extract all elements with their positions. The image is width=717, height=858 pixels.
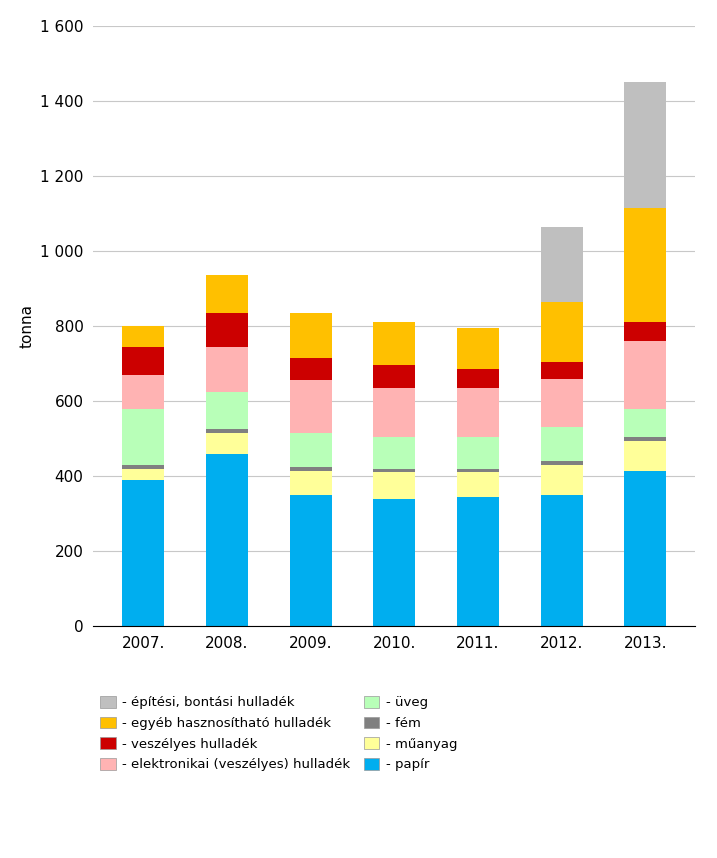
Legend: - építési, bontási hulladék, - egyéb hasznosítható hulladék, - veszélyes hulladé: - építési, bontási hulladék, - egyéb has… <box>100 696 457 771</box>
Bar <box>123 375 164 408</box>
Bar <box>206 392 248 429</box>
Bar <box>625 408 666 437</box>
Bar <box>290 358 331 380</box>
Bar <box>457 497 499 626</box>
Bar <box>625 82 666 208</box>
Bar <box>541 227 583 302</box>
Y-axis label: tonna: tonna <box>19 304 34 348</box>
Bar <box>457 369 499 388</box>
Bar <box>457 437 499 468</box>
Bar <box>374 437 415 468</box>
Bar <box>541 465 583 495</box>
Bar <box>290 313 331 358</box>
Bar <box>457 328 499 369</box>
Bar <box>625 437 666 440</box>
Bar <box>374 388 415 437</box>
Bar <box>541 378 583 427</box>
Bar <box>206 313 248 347</box>
Bar <box>541 362 583 378</box>
Bar <box>206 429 248 433</box>
Bar <box>374 366 415 388</box>
Bar <box>625 341 666 408</box>
Bar <box>541 427 583 461</box>
Bar <box>123 480 164 626</box>
Bar <box>625 208 666 323</box>
Bar <box>541 495 583 626</box>
Bar <box>290 495 331 626</box>
Bar <box>625 470 666 626</box>
Bar <box>374 468 415 473</box>
Bar <box>374 473 415 498</box>
Bar <box>123 326 164 347</box>
Bar <box>290 433 331 467</box>
Bar <box>123 465 164 468</box>
Bar <box>541 461 583 465</box>
Bar <box>206 454 248 626</box>
Bar <box>625 323 666 341</box>
Bar <box>374 323 415 366</box>
Bar <box>206 347 248 392</box>
Bar <box>457 388 499 437</box>
Bar <box>625 440 666 470</box>
Bar <box>123 347 164 375</box>
Bar <box>123 468 164 480</box>
Bar <box>290 467 331 470</box>
Bar <box>206 433 248 454</box>
Bar <box>457 468 499 473</box>
Bar <box>374 498 415 626</box>
Bar <box>290 380 331 433</box>
Bar <box>457 473 499 497</box>
Bar <box>206 275 248 313</box>
Bar <box>541 302 583 362</box>
Bar <box>290 470 331 495</box>
Bar <box>123 408 164 465</box>
